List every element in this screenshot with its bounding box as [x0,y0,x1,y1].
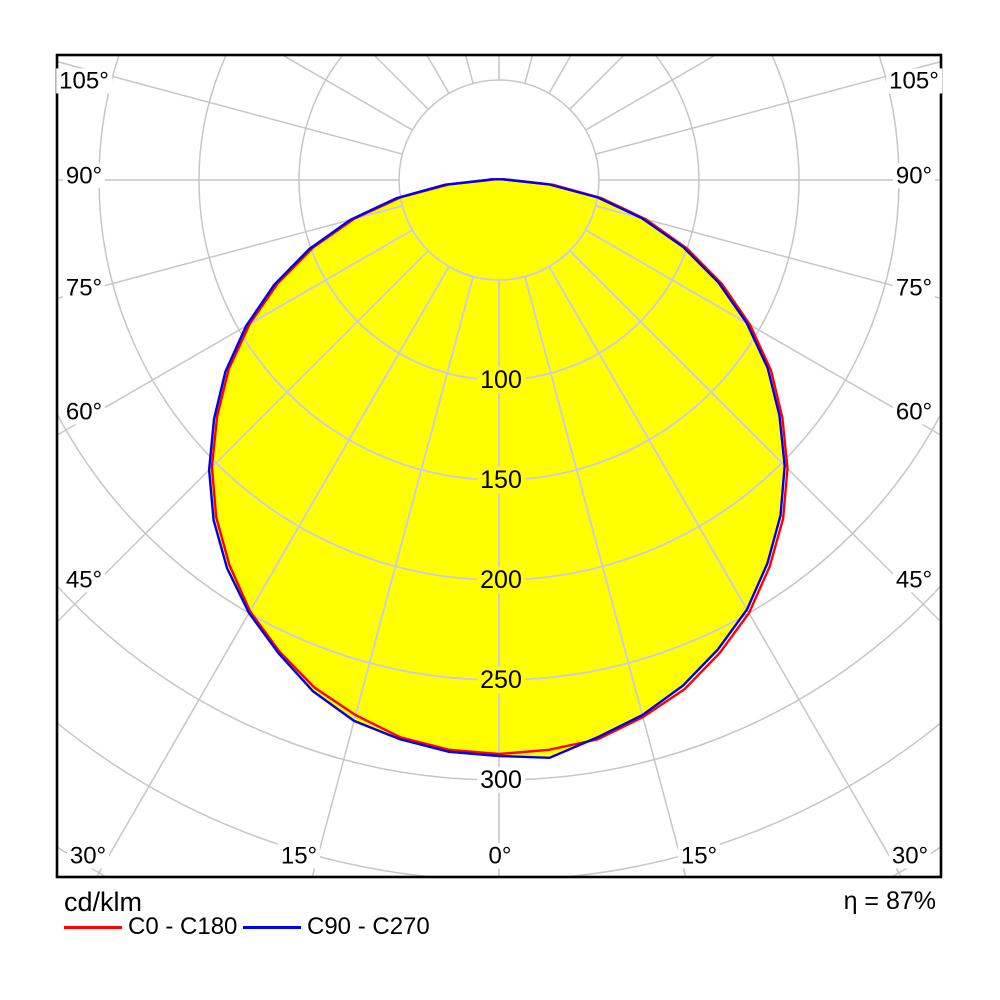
angle-label-left-45: 45° [62,567,106,593]
angle-label-bottom-2: 0° [485,843,515,869]
angle-label-right-75: 75° [892,275,936,301]
angle-label-right-60: 60° [892,399,936,425]
legend-label-c90-c270: C90 - C270 [307,913,430,940]
angle-label-left-60: 60° [62,399,106,425]
legend-line-c0-c180-icon [64,926,122,929]
ring-label-100: 100 [477,367,525,393]
angle-label-left-105: 105° [56,68,112,94]
angle-label-left-90: 90° [62,163,106,189]
angle-label-right-90: 90° [892,163,936,189]
efficiency-label: η = 87% [843,887,936,915]
ring-label-250: 250 [477,667,525,693]
ring-label-200: 200 [477,567,525,593]
ring-label-300: 300 [477,767,525,793]
angle-label-right-45: 45° [892,567,936,593]
angle-label-bottom-1: 15° [277,843,321,869]
legend-label-c0-c180: C0 - C180 [128,913,238,940]
units-label: cd/klm [64,887,143,917]
angle-label-right-105: 105° [886,68,942,94]
angle-label-bottom-4: 30° [888,843,932,869]
plot-frame [55,53,943,879]
angle-label-bottom-0: 30° [66,843,110,869]
curve-c90-c270 [207,178,786,760]
angle-label-left-75: 75° [62,275,106,301]
legend-line-c90-c270-icon [243,926,301,929]
ring-label-150: 150 [477,467,525,493]
angle-label-bottom-3: 15° [677,843,721,869]
distribution-curves [207,178,789,760]
